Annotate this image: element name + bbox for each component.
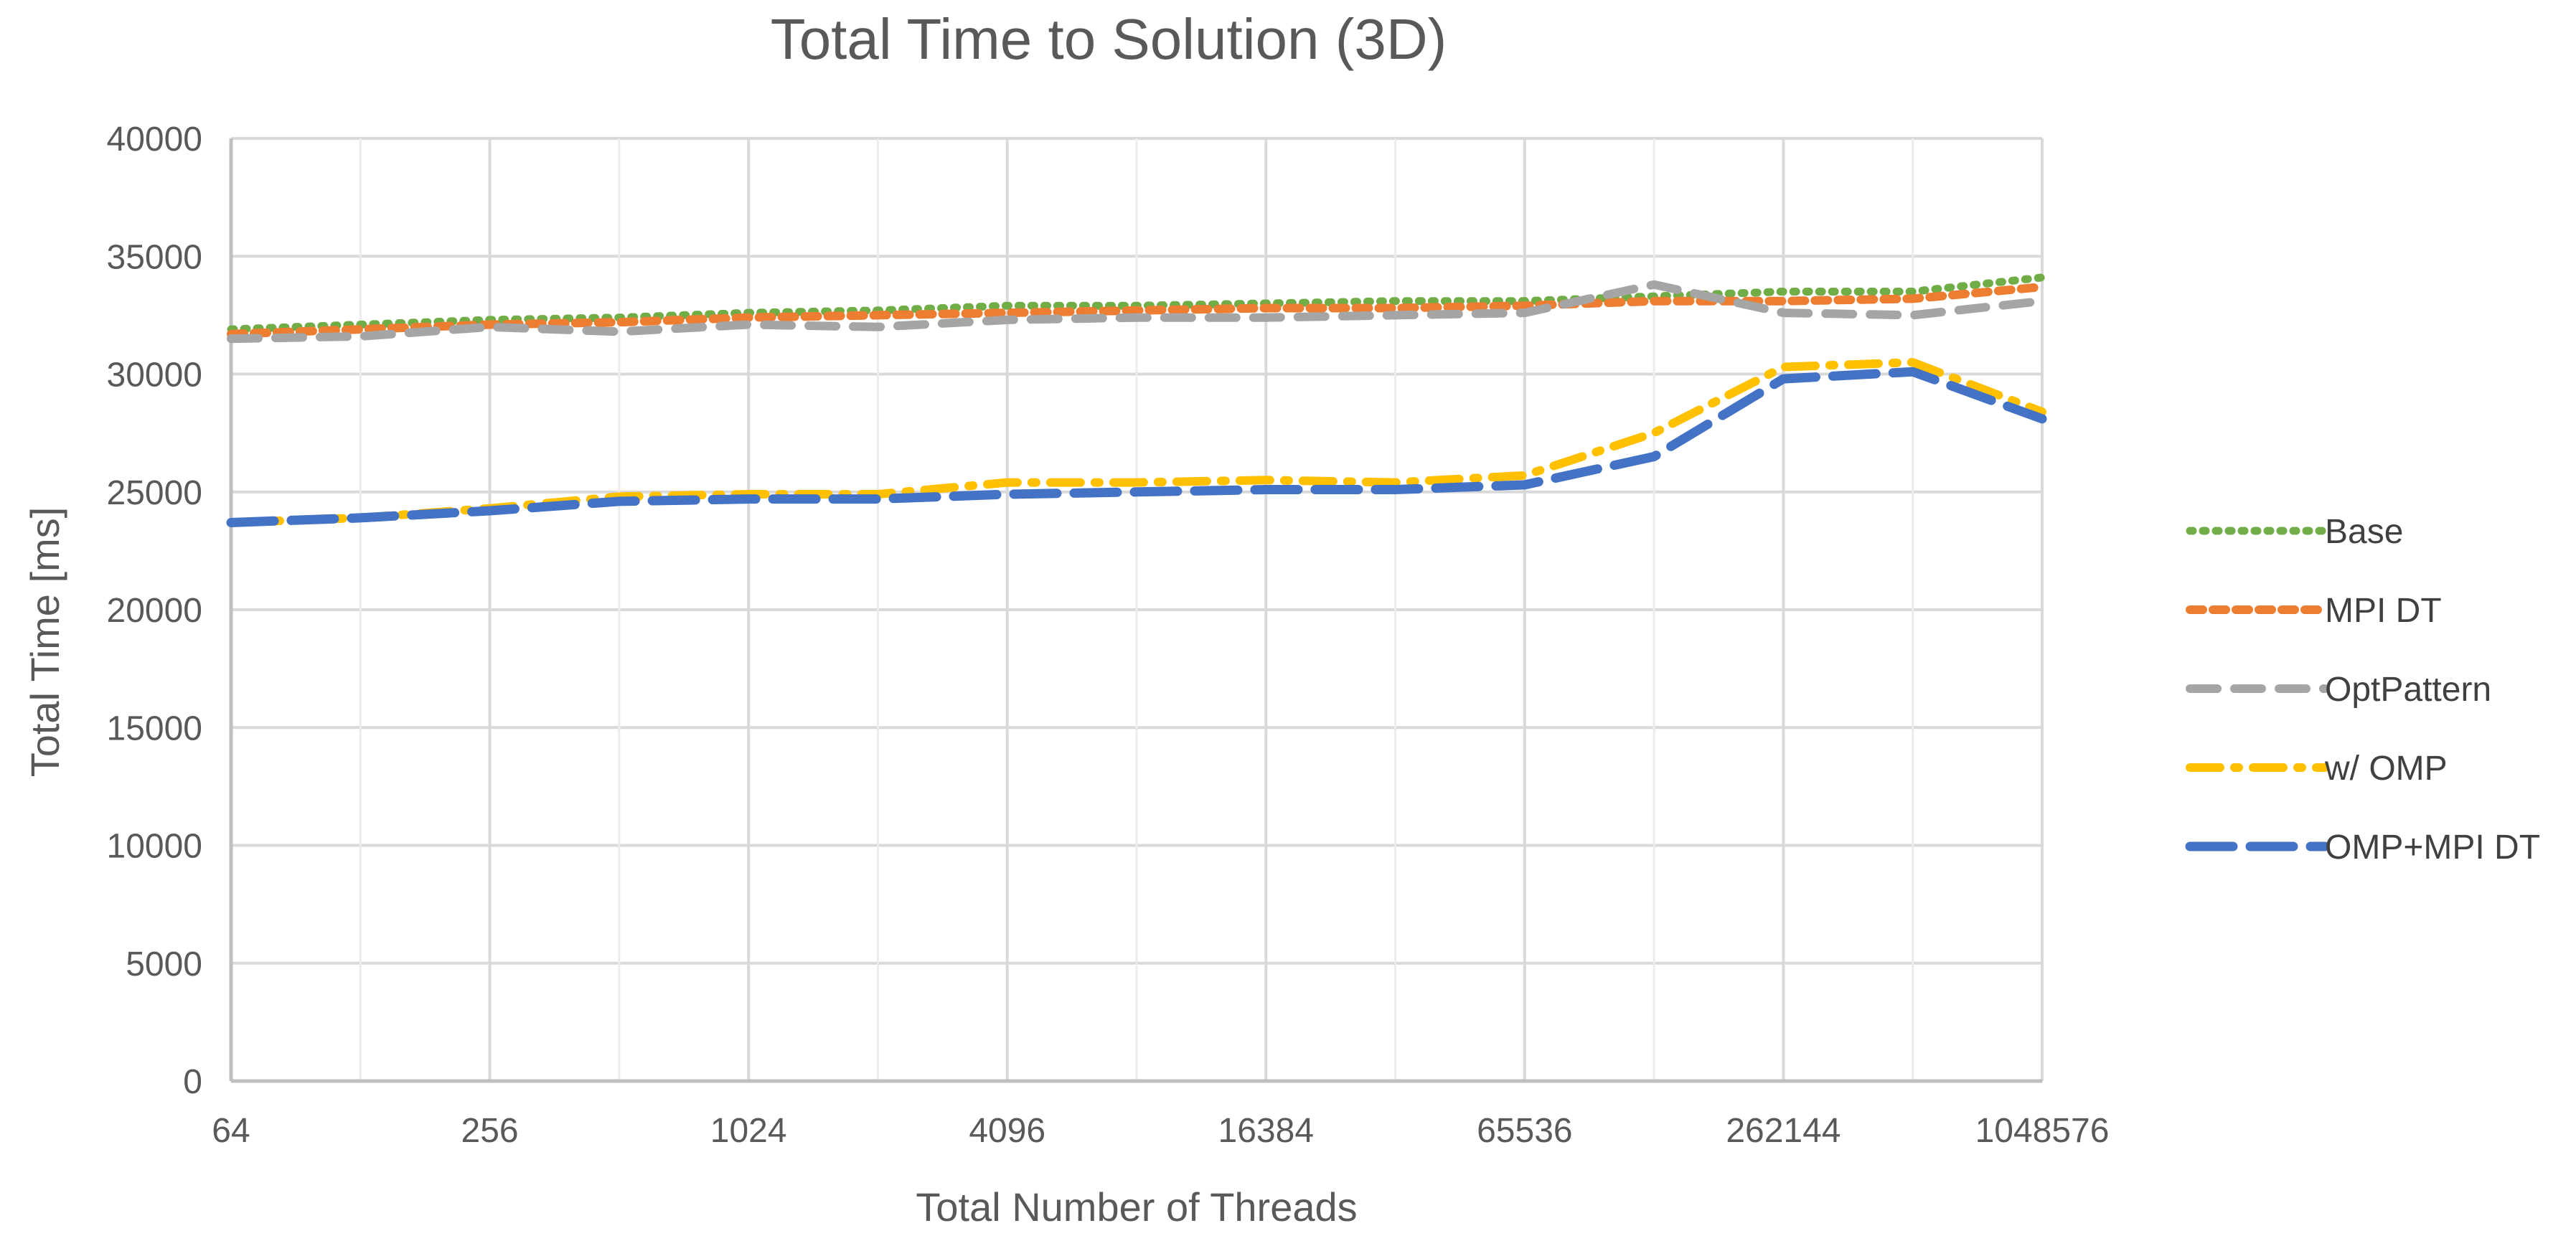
y-tick-label: 20000 [107, 592, 202, 630]
x-tick-label: 1024 [710, 1112, 787, 1150]
x-tick-label: 65536 [1477, 1112, 1572, 1150]
series-line-base [227, 273, 2046, 334]
x-tick-label: 64 [212, 1112, 250, 1150]
x-tick-label: 262144 [1726, 1112, 1841, 1150]
axis-layer: 0 5000 10000 15000 20000 25000 30000 35000 40000… [107, 121, 2110, 1150]
legend-label: OptPattern [2325, 671, 2491, 709]
series-line-optpattern [227, 280, 2046, 344]
x-axis-title: Total Number of Threads [916, 1184, 1357, 1230]
series-line-omp-mpi-dt [226, 367, 2047, 527]
y-tick-label: 30000 [107, 357, 202, 395]
legend-label: Base [2325, 513, 2403, 551]
chart-title: Total Time to Solution (3D) [771, 7, 1447, 71]
x-tick-label: 1048576 [1975, 1112, 2110, 1150]
legend-label: MPI DT [2325, 592, 2442, 630]
x-tick-label: 256 [461, 1112, 519, 1150]
y-axis-title: Total Time [ms] [22, 507, 67, 778]
y-tick-label: 10000 [107, 828, 202, 866]
legend-label: w/ OMP [2324, 750, 2448, 788]
x-tick-label: 16384 [1218, 1112, 1314, 1150]
y-tick-label: 35000 [107, 238, 202, 276]
y-tick-label: 25000 [107, 474, 202, 512]
y-tick-label: 15000 [107, 709, 202, 747]
legend: Base MPI DT OptPattern w/ OMP OMP+MPI DT [2185, 513, 2540, 867]
label-layer: Total Time to Solution (3D) Total Number… [22, 7, 1447, 1230]
y-tick-label: 40000 [107, 121, 202, 159]
x-tick-label: 4096 [969, 1112, 1045, 1150]
grid-layer [230, 137, 2044, 1082]
y-tick-label: 0 [183, 1063, 202, 1101]
y-tick-label: 5000 [126, 945, 202, 983]
series-layer [226, 273, 2047, 527]
legend-label: OMP+MPI DT [2325, 829, 2540, 867]
